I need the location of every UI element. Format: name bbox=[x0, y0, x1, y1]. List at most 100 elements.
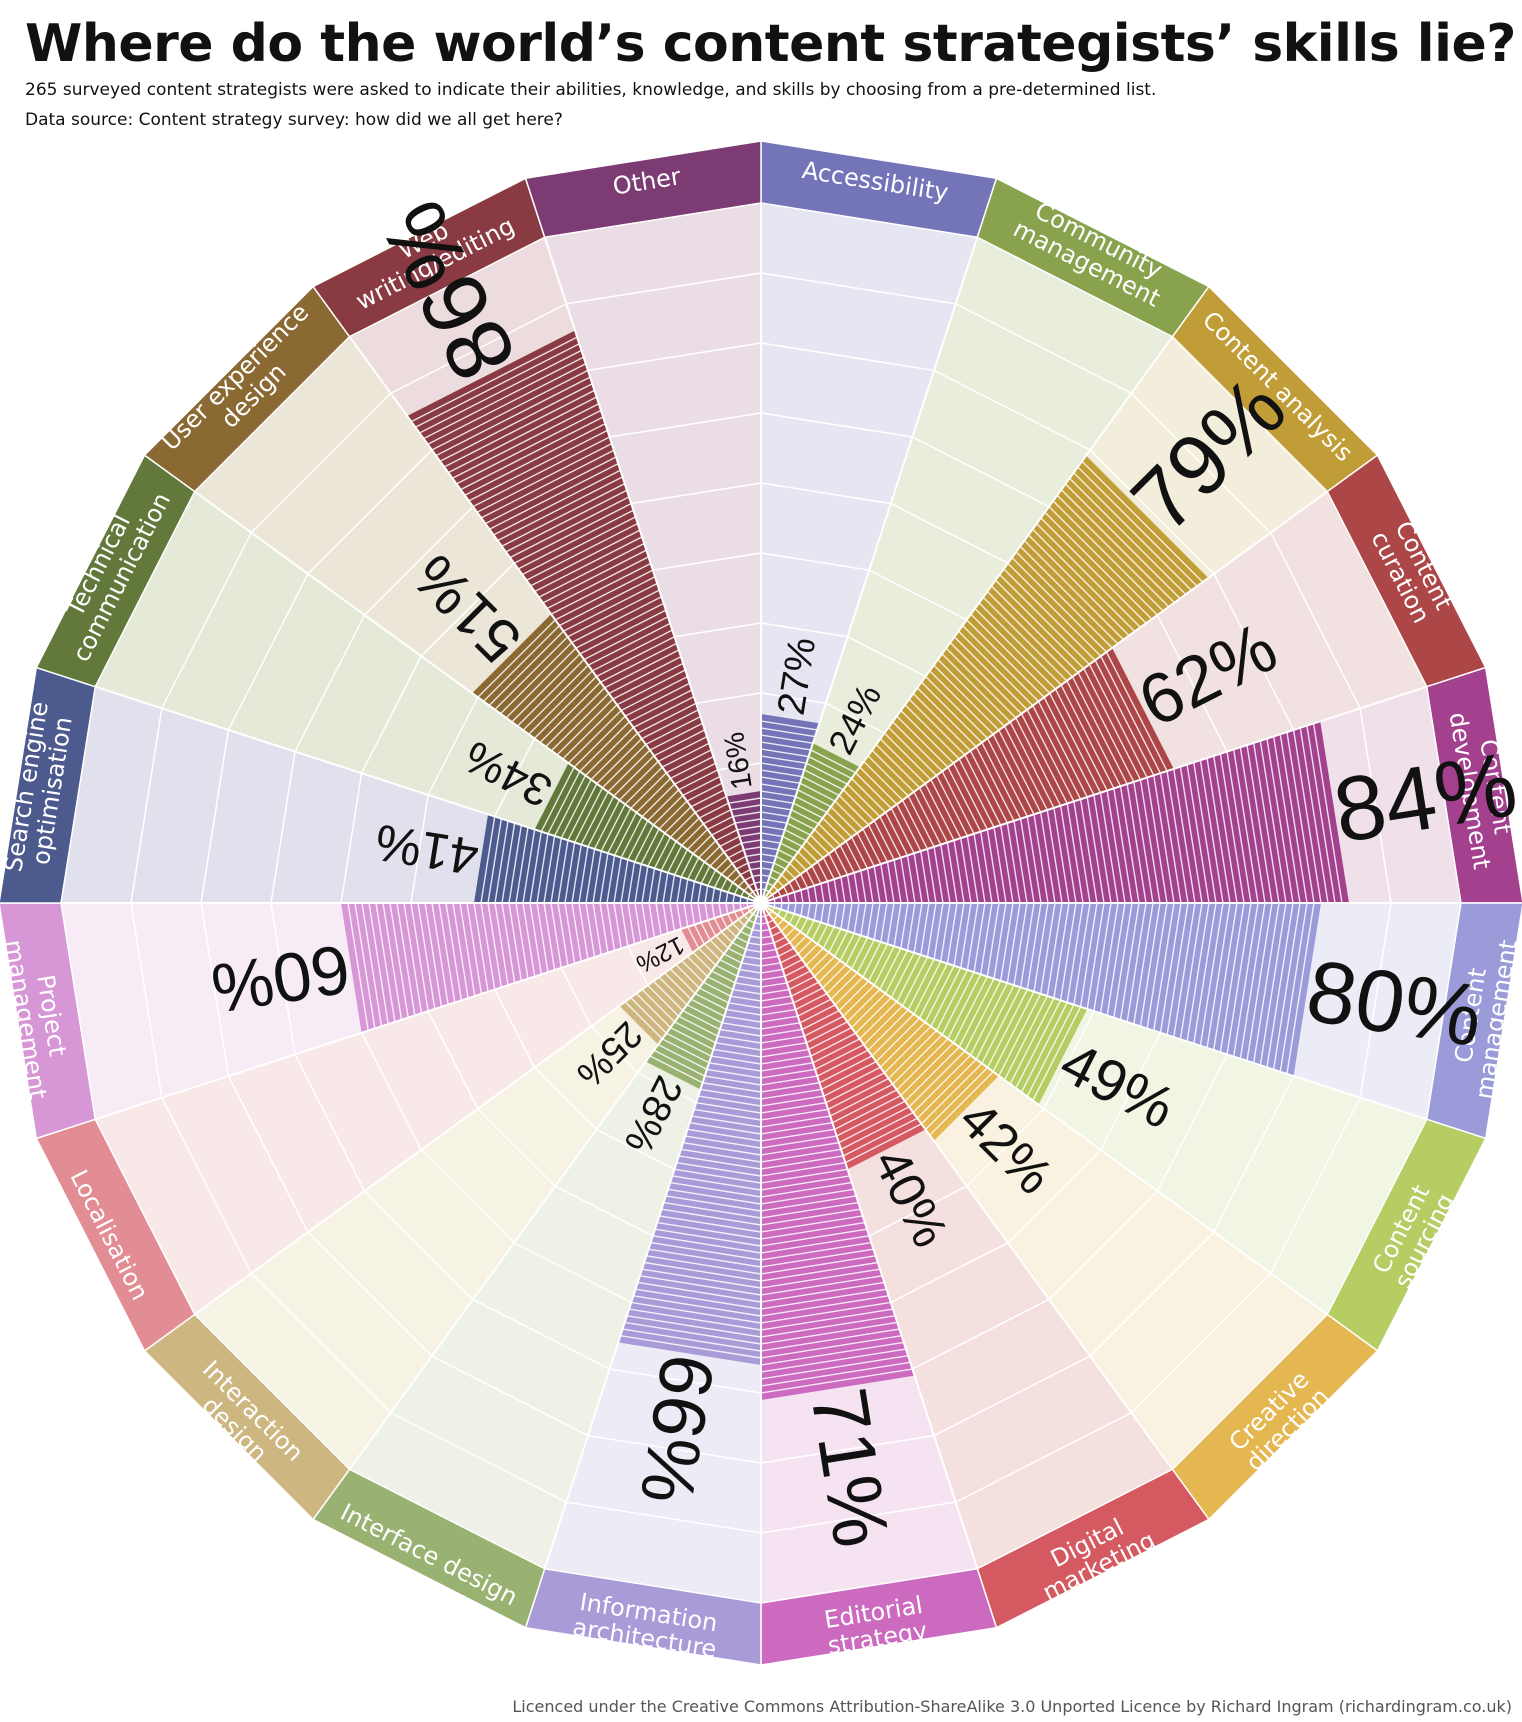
stripe-project-management bbox=[375, 902, 396, 1023]
ring-line-content-sourcing bbox=[1270, 1097, 1361, 1274]
stripe-creative-direction bbox=[851, 993, 887, 1029]
stripe-content-management bbox=[826, 902, 832, 925]
stripe-project-management bbox=[697, 902, 702, 923]
stripe-technical-communication bbox=[553, 775, 587, 837]
stripe-technical-communication bbox=[660, 840, 677, 871]
stripe-interface-design bbox=[670, 1026, 714, 1051]
ring-line-other bbox=[631, 482, 762, 505]
stripe-content-curation bbox=[981, 742, 1022, 819]
stripe-project-management bbox=[508, 902, 523, 981]
stripe-content-curation bbox=[856, 832, 875, 867]
stripe-content-curation bbox=[1020, 713, 1068, 804]
spoke-other bbox=[543, 236, 762, 904]
ring-line-community-management bbox=[868, 569, 968, 621]
stripe-content-development bbox=[973, 833, 986, 904]
stripe-digital-marketing bbox=[838, 1106, 910, 1144]
stripe-web-writing-editing bbox=[419, 349, 582, 434]
stripe-content-sourcing bbox=[975, 984, 1015, 1060]
stripe-creative-direction bbox=[797, 939, 813, 955]
stripe-web-writing-editing bbox=[641, 709, 699, 740]
stripe-editorial-strategy bbox=[760, 1241, 872, 1261]
stripe-search-engine-optimisation bbox=[690, 881, 696, 904]
stripe-content-development bbox=[1139, 779, 1161, 904]
stripe-information-architecture bbox=[747, 942, 762, 946]
stripe-content-curation bbox=[800, 873, 809, 889]
stripe-web-writing-editing bbox=[575, 602, 664, 649]
stripe-content-development bbox=[1026, 816, 1042, 904]
stripe-content-sourcing bbox=[930, 967, 962, 1027]
stripe-editorial-strategy bbox=[760, 1221, 865, 1240]
ring-line-content-sourcing bbox=[1213, 1075, 1295, 1233]
spoke-content-sourcing bbox=[760, 902, 1428, 1121]
stripe-technical-communication bbox=[540, 766, 575, 832]
stripe-content-management bbox=[960, 902, 972, 969]
stripe-project-management bbox=[459, 902, 476, 997]
stripe-localisation bbox=[700, 922, 711, 941]
center-hub bbox=[757, 899, 765, 907]
stripe-technical-communication bbox=[673, 849, 689, 876]
stripe-community-management bbox=[773, 862, 787, 870]
stripe-content-analysis bbox=[958, 630, 1034, 706]
stripe-content-management bbox=[940, 902, 951, 962]
stripe-project-management bbox=[571, 902, 582, 962]
stripe-content-analysis bbox=[933, 664, 1000, 731]
stripe-content-curation bbox=[845, 840, 862, 871]
stripe-technical-communication bbox=[547, 771, 581, 835]
stripe-content-development bbox=[1086, 796, 1105, 904]
spoke-content-development bbox=[760, 685, 1428, 904]
stripe-localisation bbox=[707, 919, 717, 937]
stripe-editorial-strategy bbox=[760, 1002, 794, 1009]
stripe-content-development bbox=[1053, 807, 1070, 904]
stripe-content-curation bbox=[788, 882, 795, 893]
stripe-interface-design bbox=[744, 925, 753, 931]
stripe-content-development bbox=[966, 835, 979, 904]
stripe-web-writing-editing bbox=[591, 629, 673, 672]
stripe-creative-direction bbox=[892, 1034, 943, 1085]
stripe-technical-communication bbox=[573, 787, 604, 843]
stripe-web-writing-editing bbox=[571, 596, 662, 644]
stripe-content-analysis bbox=[1073, 472, 1192, 591]
stripe-content-development bbox=[1019, 818, 1035, 904]
stripe-content-development bbox=[933, 846, 944, 904]
stripe-project-management bbox=[648, 902, 656, 938]
stripe-information-architecture bbox=[631, 1301, 762, 1324]
ring-line-localisation bbox=[294, 1054, 366, 1192]
stripe-information-architecture bbox=[639, 1275, 762, 1296]
ring-line-interaction-design bbox=[307, 1231, 433, 1357]
ring-line-other bbox=[695, 692, 762, 705]
ring-line-interaction-design bbox=[250, 1272, 392, 1414]
stripe-content-analysis bbox=[896, 715, 949, 768]
stripe-user-experience-design bbox=[601, 743, 647, 789]
stripe-content-management bbox=[1266, 902, 1294, 1068]
stripe-content-sourcing bbox=[1026, 1004, 1075, 1097]
stripe-content-analysis bbox=[937, 658, 1006, 727]
stripe-creative-direction bbox=[900, 1042, 955, 1097]
stripe-editorial-strategy bbox=[760, 1075, 818, 1086]
stripe-content-sourcing bbox=[986, 989, 1028, 1068]
ring-line-project-management bbox=[200, 902, 230, 1077]
stripe-editorial-strategy bbox=[760, 962, 781, 967]
stripe-content-analysis bbox=[920, 681, 983, 744]
stripe-content-curation bbox=[935, 775, 969, 837]
stripe-content-development bbox=[1226, 751, 1252, 904]
stripe-search-engine-optimisation bbox=[529, 831, 542, 904]
stripe-project-management bbox=[543, 902, 556, 971]
stripe-digital-marketing bbox=[819, 1055, 873, 1084]
sector-bg-interaction-design bbox=[194, 903, 761, 1470]
stripe-creative-direction bbox=[830, 972, 858, 1000]
stripe-content-sourcing bbox=[952, 976, 988, 1044]
stripe-search-engine-optimisation bbox=[564, 842, 576, 904]
stripe-content-sourcing bbox=[833, 930, 849, 957]
stripe-content-curation bbox=[867, 824, 889, 863]
stripe-user-experience-design bbox=[686, 828, 709, 851]
stripe-content-management bbox=[1279, 902, 1308, 1072]
ring-line-interface-design bbox=[513, 1242, 632, 1304]
stripe-project-management bbox=[690, 902, 696, 925]
stripe-accessibility bbox=[760, 818, 788, 824]
stripe-user-experience-design bbox=[692, 834, 713, 855]
ring-line-user-experience-design bbox=[250, 392, 392, 534]
stripe-information-architecture bbox=[641, 1268, 762, 1289]
stripe-content-sourcing bbox=[828, 928, 842, 953]
stripe-creative-direction bbox=[879, 1021, 926, 1068]
stripe-content-management bbox=[1159, 902, 1182, 1033]
